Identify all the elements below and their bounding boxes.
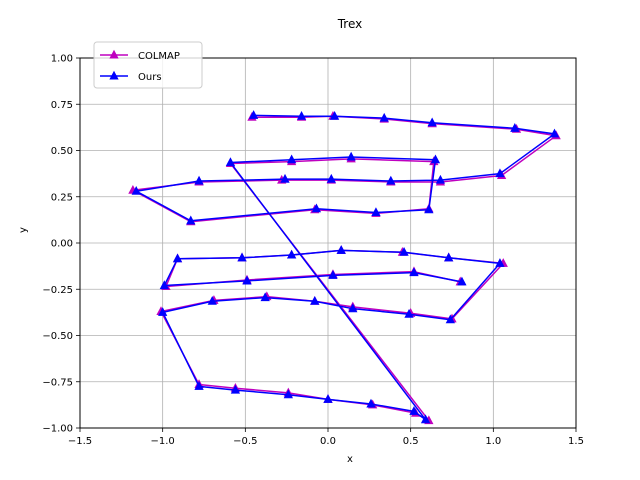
data-point-ours <box>186 215 196 225</box>
data-point-ours <box>457 276 467 286</box>
data-point-ours <box>131 185 141 195</box>
legend: COLMAP Ours <box>93 41 203 89</box>
data-point-ours <box>230 384 241 394</box>
chart-title: Trex <box>337 17 363 31</box>
data-point-ours <box>225 157 236 167</box>
data-point-ours <box>237 252 247 262</box>
x-tick-label: 0.0 <box>320 436 336 447</box>
x-tick-label: −1.5 <box>68 436 92 447</box>
data-point-ours <box>495 168 505 178</box>
data-point-ours <box>379 112 389 122</box>
data-point-ours <box>326 173 336 183</box>
data-point-ours <box>445 314 455 324</box>
data-point-ours <box>283 389 293 399</box>
x-tick-label: −1.0 <box>151 436 175 447</box>
y-tick-label: −1.00 <box>42 424 73 435</box>
data-point-ours <box>366 398 376 408</box>
data-point-ours <box>286 154 297 164</box>
data-point-ours <box>424 204 434 214</box>
legend-label-ours: Ours <box>138 72 162 83</box>
data-point-ours <box>248 110 259 119</box>
data-point-ours <box>371 207 381 216</box>
data-point-ours <box>286 249 297 259</box>
legend-label-colmap: COLMAP <box>138 51 180 62</box>
data-point-ours <box>444 252 454 262</box>
y-tick-label: −0.50 <box>42 331 73 342</box>
legend-marker-ours <box>109 70 119 80</box>
data-point-ours <box>435 174 446 184</box>
y-tick-label: −0.25 <box>42 285 73 296</box>
data-point-ours <box>280 173 290 183</box>
data-point-ours <box>194 381 204 390</box>
y-tick-label: 0.25 <box>51 192 73 203</box>
data-point-ours <box>427 117 437 127</box>
data-point-ours <box>549 128 560 138</box>
x-tick-label: 1.0 <box>485 436 501 447</box>
data-point-ours <box>510 123 520 132</box>
data-point-ours <box>158 307 168 316</box>
data-point-ours <box>420 414 431 424</box>
series-line-ours <box>135 114 556 421</box>
data-point-ours <box>386 175 396 185</box>
data-point-ours <box>329 111 340 120</box>
y-tick-label: −0.75 <box>42 377 73 388</box>
data-point-ours <box>323 394 333 403</box>
series-ours <box>131 110 560 424</box>
y-tick-label: 0.50 <box>51 146 73 157</box>
data-point-ours <box>404 308 414 318</box>
y-tick-label: 0.75 <box>51 100 73 111</box>
x-tick-label: −0.5 <box>233 436 257 447</box>
data-point-ours <box>495 258 505 267</box>
data-point-ours <box>242 275 252 285</box>
data-point-ours <box>159 280 169 290</box>
data-point-ours <box>207 296 217 305</box>
data-point-ours <box>311 203 322 213</box>
data-point-ours <box>328 270 338 279</box>
y-axis-label: y <box>18 227 29 233</box>
x-tick-label: 1.5 <box>568 436 584 447</box>
data-point-ours <box>399 247 409 256</box>
data-point-ours <box>310 296 320 305</box>
y-tick-label: 1.00 <box>51 54 73 65</box>
series-group <box>128 110 561 425</box>
data-point-ours <box>409 267 419 277</box>
data-point-ours <box>260 292 270 302</box>
legend-marker-colmap <box>109 49 119 59</box>
x-tick-label: 0.5 <box>403 436 419 447</box>
data-point-ours <box>348 303 358 313</box>
y-tick-label: 0.00 <box>51 239 73 250</box>
data-point-ours <box>409 406 419 415</box>
data-point-ours <box>346 151 356 161</box>
data-point-ours <box>336 245 346 254</box>
data-point-ours <box>430 154 441 164</box>
data-point-ours <box>296 111 307 120</box>
x-axis-label: x <box>347 454 353 465</box>
axis-ticks: −1.5 −1.0 −0.5 0.0 0.5 1.0 1.5 −1.00 −0.75 −0.50 −… <box>42 54 584 448</box>
legend-entries: COLMAP Ours <box>100 49 180 83</box>
data-point-ours <box>172 253 183 263</box>
data-point-ours <box>194 175 204 185</box>
